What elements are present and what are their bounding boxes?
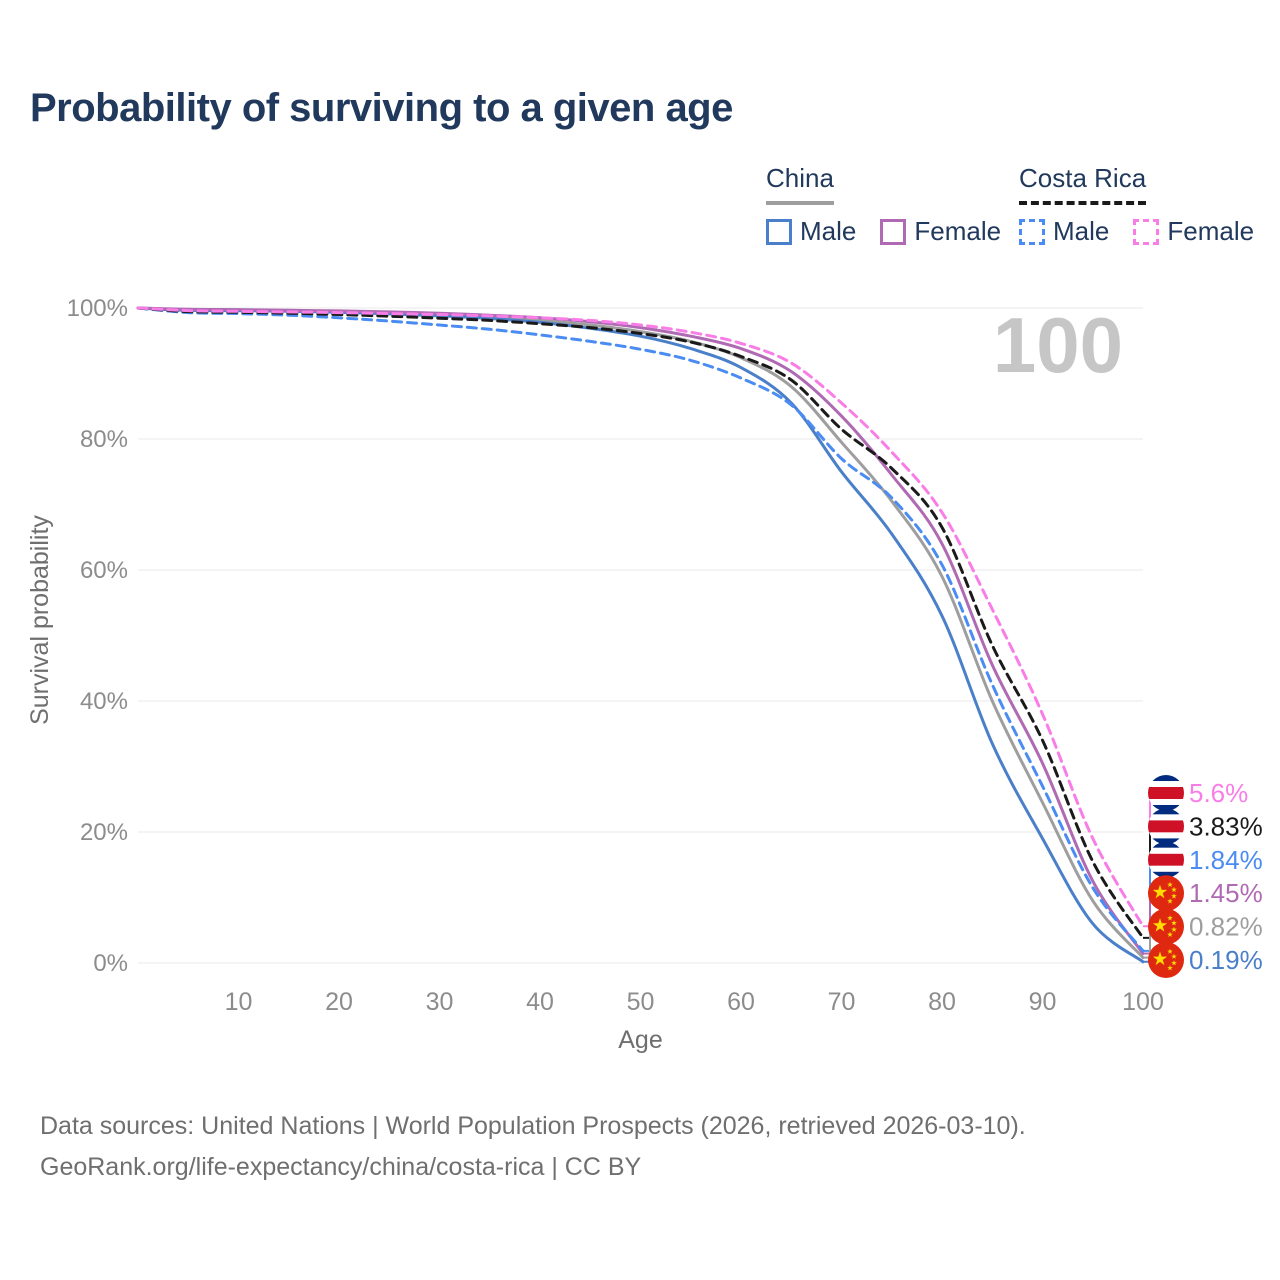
legend-swatch-costa-rica-female-icon [1133,218,1160,245]
flag-stripe [1148,832,1184,839]
flag-stripe [1148,871,1184,878]
y-tick-label-40: 40% [80,688,128,715]
flag-stripe [1148,838,1184,845]
flag-field [1148,908,1184,945]
y-axis-title: Survival probability [26,515,54,725]
x-tick-label-80: 80 [928,988,956,1016]
legend-item-china-male[interactable]: Male [766,216,856,247]
end-value-label-china-female: 1.45% [1189,878,1263,908]
x-tick-label-10: 10 [225,988,253,1016]
y-tick-label-80: 80% [80,426,128,453]
legend-item-costa-rica-male[interactable]: Male [1019,216,1109,247]
flag-small-star [1167,948,1173,954]
x-tick-label-50: 50 [627,988,655,1016]
flag-big-star [1152,951,1168,966]
costa-rica-flag-icon [1148,841,1184,878]
end-value-label-china-male: 0.19% [1189,945,1263,975]
flag-field [1148,875,1184,912]
curve-china-female [136,306,1145,955]
curve-costa-rica [136,306,1145,940]
legend-swatch-china-male-icon [766,218,792,245]
legend-swatch-costa-rica-male-icon [1019,218,1045,245]
flag-big-star [1152,884,1168,899]
footer-data-sources: Data sources: United Nations | World Pop… [40,1112,1026,1140]
x-tick-label-70: 70 [828,988,856,1016]
x-axis-title: Age [618,1026,662,1054]
costa-rica-flag-icon [1148,775,1184,811]
flag-field [1148,942,1184,978]
flag-stripe [1148,799,1184,805]
x-tick-label-20: 20 [325,988,353,1016]
flag-stripe [1148,808,1184,815]
flag-stripe [1148,781,1184,787]
flag-stripe [1148,853,1184,866]
x-tick-label-100: 100 [1122,988,1164,1016]
china-flag-icon [1148,942,1184,978]
flag-small-star [1171,953,1177,959]
legend-label-china-male: Male [800,216,857,246]
curve-china-male [136,306,1145,964]
flag-small-star [1171,893,1177,899]
y-tick-label-100: 100% [67,295,128,322]
flag-small-star [1167,965,1173,971]
flag-stripe [1148,787,1184,799]
legend-group-title-china[interactable]: China [766,163,834,205]
flag-small-star [1171,886,1177,893]
flag-small-star [1167,915,1173,921]
legend-item-china-female[interactable]: Female [880,216,1001,247]
flag-small-star [1167,898,1173,904]
china-flag-icon [1148,875,1184,912]
legend-swatch-china-female-icon [880,218,907,245]
page-title: Probability of surviving to a given age [30,86,733,130]
legend-group-costa-rica: Costa Rica Male Female [1019,163,1254,247]
curve-china [136,306,1145,960]
age-watermark: 100 [993,301,1123,389]
x-tick-label-40: 40 [526,988,554,1016]
legend-label-costa-rica-male: Male [1053,216,1110,246]
x-tick-label-60: 60 [727,988,755,1016]
y-tick-label-20: 20% [80,819,128,846]
costa-rica-flag-icon [1148,808,1184,845]
flag-stripe [1148,775,1184,781]
y-tick-label-0: 0% [93,950,128,977]
x-tick-label-30: 30 [426,988,454,1016]
end-value-label-china: 0.82% [1189,912,1263,942]
legend-group-china: China Male Female [766,163,1001,247]
curve-costa-rica-female [136,306,1145,928]
flag-small-star [1171,926,1177,933]
flag-stripe [1148,865,1184,872]
legend-label-china-female: Female [914,216,1002,246]
flag-small-star [1171,920,1177,926]
end-value-label-costa-rica-male: 1.84% [1189,845,1263,875]
flag-stripe [1148,814,1184,821]
flag-stripes [1148,775,1184,811]
survival-probability-chart[interactable]: 0% 20% 40% 60% 80% 100% 100 10 20 30 40 50 60 70 80 90 1… [0,0,1280,1080]
footer-attribution: GeoRank.org/life-expectancy/china/costa-… [40,1153,642,1181]
flag-stripe [1148,847,1184,854]
flag-stripes [1148,808,1184,845]
flag-stripe [1148,805,1184,811]
end-value-label-costa-rica: 3.83% [1189,811,1263,841]
flag-stripe [1148,820,1184,833]
flag-big-star [1152,918,1168,932]
footer: Data sources: United Nations | World Pop… [40,1106,1026,1188]
flag-stripes [1148,841,1184,878]
flag-stripe [1148,841,1184,848]
legend-item-costa-rica-female[interactable]: Female [1133,216,1254,247]
flag-small-star [1167,881,1173,888]
end-value-label-costa-rica-female: 5.6% [1189,778,1248,808]
legend-group-title-costa-rica[interactable]: Costa Rica [1019,163,1147,205]
flag-small-star [1167,931,1173,938]
curve-costa-rica-male [136,306,1145,953]
y-tick-label-60: 60% [80,557,128,584]
china-flag-icon [1148,908,1184,945]
x-tick-label-90: 90 [1029,988,1057,1016]
flag-small-star [1171,960,1177,966]
legend-label-costa-rica-female: Female [1167,216,1255,246]
